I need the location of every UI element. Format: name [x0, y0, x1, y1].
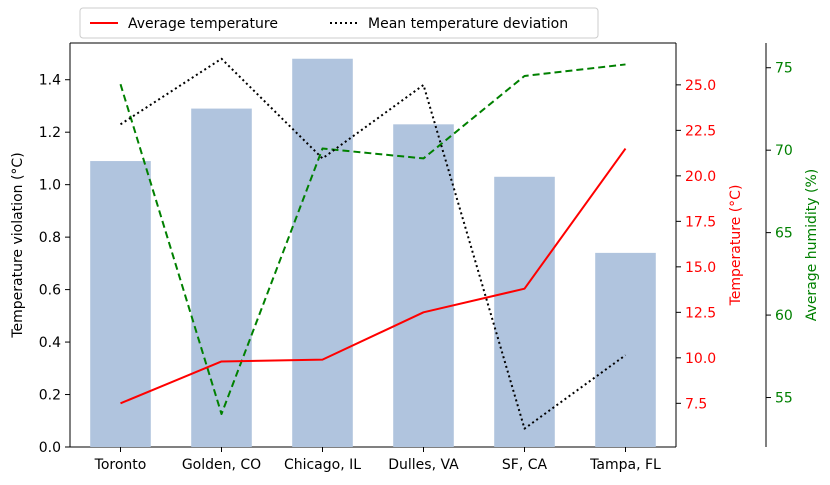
x-tick-label-1: Golden, CO	[182, 457, 261, 473]
temperature-tick-label-0: 7.5	[685, 396, 707, 412]
left-tick-label-1: 0.2	[39, 388, 61, 404]
legend-label-deviation: Mean temperature deviation	[368, 16, 568, 32]
left-tick-label-4: 0.8	[39, 230, 61, 246]
left-tick-label-5: 1.0	[39, 178, 61, 194]
left-tick-label-6: 1.2	[39, 125, 61, 141]
humidity-tick-label-0: 55	[775, 391, 793, 407]
temperature-axis-ticks: 7.5 10.0 12.5 15.0 17.5 20.0 22.5 25.0	[676, 78, 716, 412]
left-tick-label-2: 0.4	[39, 335, 61, 351]
bar-2	[292, 58, 353, 447]
x-tick-label-5: Tampa, FL	[589, 457, 661, 473]
humidity-tick-label-3: 70	[775, 143, 793, 159]
plot-frame	[69, 42, 767, 448]
bar-1	[191, 108, 252, 448]
bar-3	[393, 124, 454, 447]
left-tick-label-3: 0.6	[39, 283, 61, 299]
temperature-tick-label-2: 12.5	[685, 305, 716, 321]
humidity-axis-label: Average humidity (%)	[804, 169, 820, 321]
left-tick-label-0: 0.0	[39, 440, 61, 456]
temperature-tick-label-4: 17.5	[685, 214, 716, 230]
temperature-tick-label-6: 22.5	[685, 123, 716, 139]
bar-0	[90, 161, 151, 447]
temperature-tick-label-5: 20.0	[685, 169, 716, 185]
bar-5	[595, 252, 656, 447]
temperature-tick-label-7: 25.0	[685, 78, 716, 94]
x-tick-label-0: Toronto	[94, 457, 147, 473]
left-tick-label-7: 1.4	[39, 73, 61, 89]
legend: Average temperature Mean temperature dev…	[79, 7, 599, 39]
left-axis-label: Temperature violation (°C)	[10, 152, 26, 338]
x-tick-label-3: Dulles, VA	[388, 457, 459, 473]
series-line-1	[120, 147, 627, 405]
bar-4	[494, 176, 555, 447]
legend-box	[79, 7, 599, 39]
lines-layer	[119, 57, 627, 430]
humidity-tick-label-1: 60	[775, 308, 793, 324]
temperature-tick-label-3: 15.0	[685, 260, 716, 276]
x-axis-ticks: Toronto Golden, CO Chicago, IL Dulles, VA SF…	[94, 447, 661, 473]
humidity-tick-label-4: 75	[775, 61, 793, 77]
x-tick-label-2: Chicago, IL	[284, 457, 361, 473]
bars-layer	[90, 58, 656, 448]
series-line-2	[119, 57, 627, 430]
temperature-tick-label-1: 10.0	[685, 351, 716, 367]
legend-label-avg-temp: Average temperature	[128, 16, 278, 32]
humidity-tick-label-2: 65	[775, 226, 793, 242]
humidity-axis-ticks: 55 60 65 70 75	[766, 61, 793, 407]
temperature-axis-label: Temperature (°C)	[728, 185, 744, 307]
left-axis-ticks: 0.0 0.2 0.4 0.6 0.8 1.0 1.2 1.4	[39, 73, 70, 456]
series-line-3	[119, 63, 626, 416]
x-tick-label-4: SF, CA	[502, 457, 548, 473]
